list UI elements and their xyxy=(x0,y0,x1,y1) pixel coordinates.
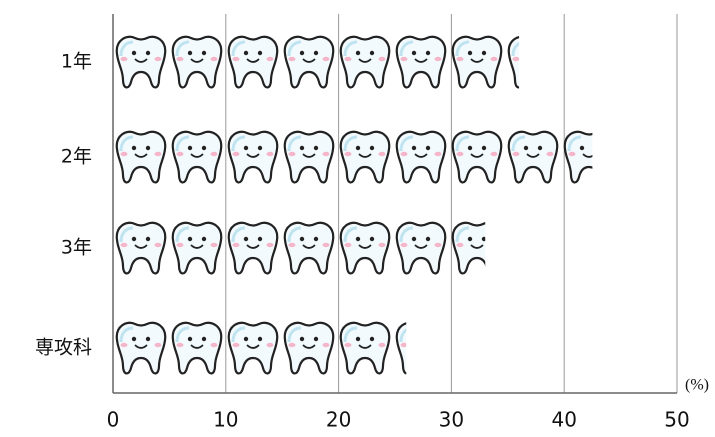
tooth-icon xyxy=(229,132,277,183)
tooth-icon xyxy=(453,132,501,183)
tooth-icon xyxy=(565,132,613,183)
tooth-icon xyxy=(173,323,221,374)
tooth-icon xyxy=(341,323,389,374)
tooth-icon xyxy=(341,132,389,183)
pictograph-bar xyxy=(117,132,613,183)
tooth-icon xyxy=(341,223,389,274)
tooth-icon xyxy=(117,37,165,88)
x-tick-label: 30 xyxy=(439,408,464,432)
tooth-icon xyxy=(229,223,277,274)
tooth-icon xyxy=(285,323,333,374)
tooth-icon xyxy=(285,132,333,183)
tooth-icon xyxy=(397,323,445,374)
unit-label: (%) xyxy=(685,377,709,394)
category-label: 専攻科 xyxy=(35,337,92,359)
tooth-icon xyxy=(285,223,333,274)
x-tick-label: 10 xyxy=(213,408,238,432)
category-label: 3年 xyxy=(61,237,92,259)
category-label: 1年 xyxy=(61,51,92,73)
x-tick-label: 20 xyxy=(326,408,351,432)
pictograph-bar xyxy=(117,223,501,274)
tooth-icon xyxy=(173,132,221,183)
tooth-icon xyxy=(117,323,165,374)
pictograph-bar xyxy=(117,323,445,374)
tooth-icon xyxy=(229,37,277,88)
tooth-icon xyxy=(397,37,445,88)
pictograph-bar xyxy=(117,37,557,88)
tooth-icon xyxy=(509,37,557,88)
tooth-icon xyxy=(117,223,165,274)
tooth-icon xyxy=(173,37,221,88)
category-label: 2年 xyxy=(61,146,92,168)
tooth-icon xyxy=(229,323,277,374)
tooth-icon xyxy=(285,37,333,88)
tooth-icon xyxy=(341,37,389,88)
x-tick-label: 0 xyxy=(107,408,120,432)
x-tick-label: 50 xyxy=(664,408,689,432)
tooth-icon xyxy=(397,223,445,274)
tooth-icon xyxy=(173,223,221,274)
tooth-icon xyxy=(397,132,445,183)
x-tick-label: 40 xyxy=(551,408,576,432)
tooth-icon xyxy=(509,132,557,183)
tooth-icon xyxy=(117,132,165,183)
tooth-icon xyxy=(453,223,501,274)
tooth-icon xyxy=(453,37,501,88)
